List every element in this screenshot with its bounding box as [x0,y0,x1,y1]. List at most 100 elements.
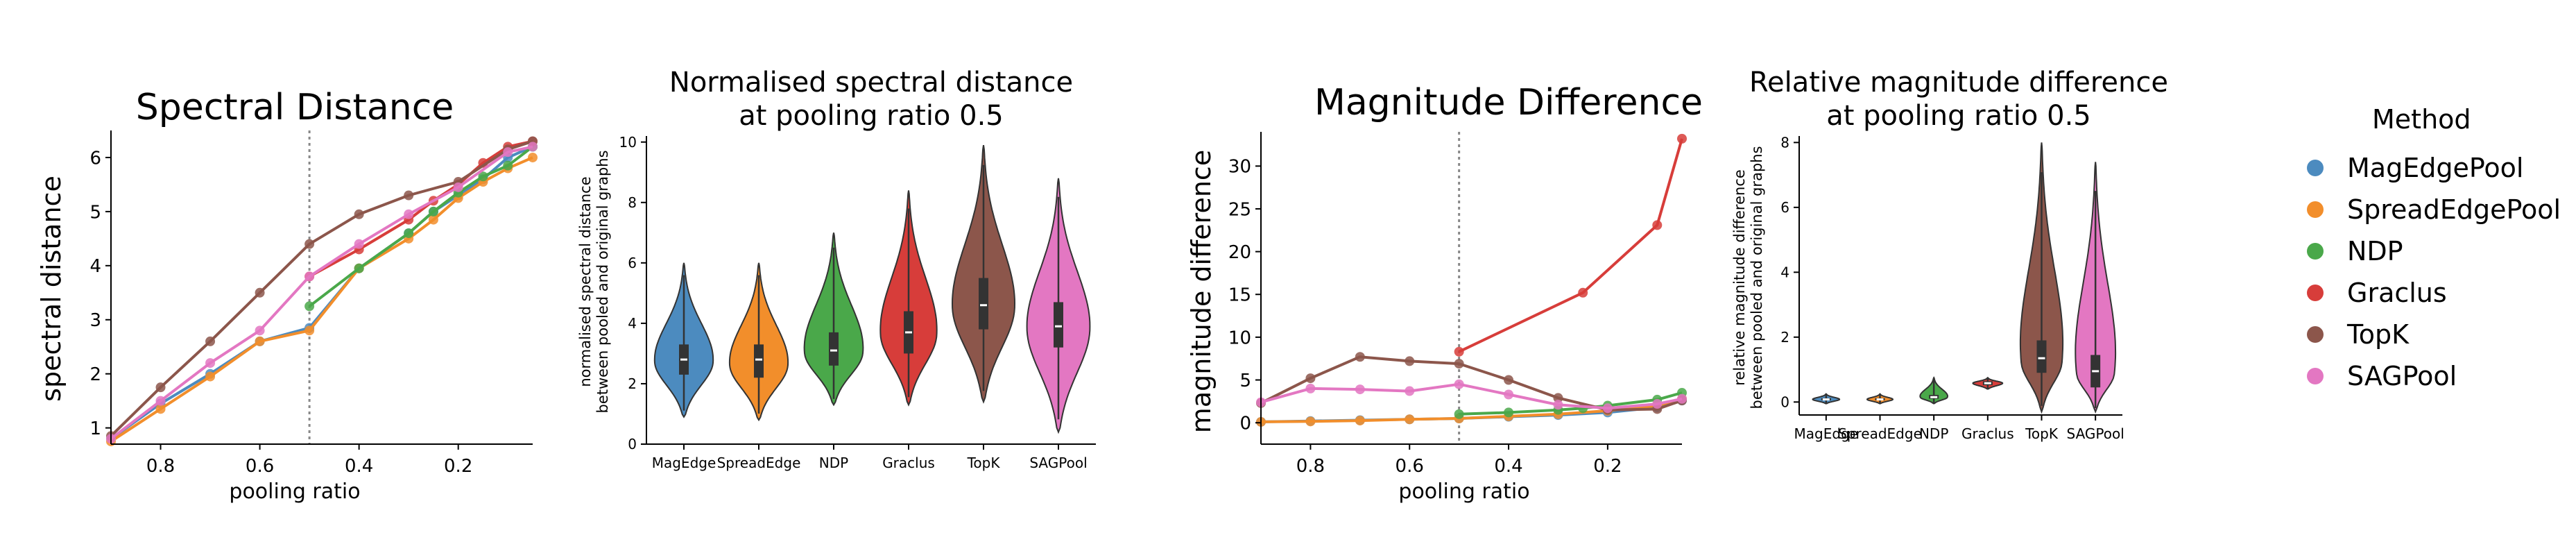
data-point-sagpool [528,142,538,152]
data-point-sagpool [205,358,216,368]
data-point-ndp [1504,407,1514,418]
data-point-sagpool [1305,383,1316,393]
data-point-spreadedgepool [1405,414,1415,425]
norm-title-line2: at pooling ratio 0.5 [739,100,1003,132]
legend-label: NDP [2347,236,2403,266]
x-tick-label-ndp: NDP [1919,425,1948,442]
spectral-distance-panel: Spectral Distance pooling ratio spectral… [36,87,538,504]
legend-item-ndp: NDP [2275,230,2566,272]
data-point-topk [304,239,315,249]
data-point-ndp [478,171,488,182]
series-line-topk [110,139,533,437]
data-point-sagpool [1504,389,1514,400]
data-point-sagpool [1405,386,1415,396]
legend-item-graclus: Graclus [2275,272,2566,314]
data-point-sagpool [453,182,463,192]
data-point-ndp [503,160,513,171]
x-tick-label-graclus: Graclus [882,455,935,471]
data-point-spreadedgepool [428,214,438,225]
data-point-graclus [1454,346,1464,357]
norm-ylabel-line2: between pooled and original graphs [594,150,611,413]
y-tick-label: 4 [1780,264,1789,281]
y-tick-label: 0 [1239,414,1251,434]
y-tick-label: 0 [628,436,637,452]
x-tick-label-sagpool: SAGPool [2067,425,2124,442]
legend-marker [2307,160,2324,176]
y-tick-label: 4 [89,256,101,277]
data-point-sagpool [1677,393,1687,404]
x-tick-label: 0.4 [1494,456,1522,477]
series-line-sagpool [110,145,533,440]
series-line-graclus [1458,138,1683,353]
data-point-ndp [354,263,364,273]
data-point-sagpool [304,271,315,282]
rel-title-line1: Relative magnitude difference [1749,67,2168,99]
iqr-box-topk [979,278,988,330]
data-point-topk [1454,359,1464,369]
y-tick-label: 30 [1228,157,1251,178]
legend-item-sagpool: SAGPool [2275,355,2566,397]
legend-item-topk: TopK [2275,314,2566,355]
legend-label: Graclus [2347,278,2447,308]
x-tick-label: 0.2 [1593,456,1622,477]
legend-marker [2307,243,2324,260]
series-line-topk [1260,355,1683,412]
magnitude-ylabel: magnitude difference [1186,150,1217,433]
data-point-spreadedgepool [304,325,315,336]
relative-magnitude-panel: Relative magnitude difference at pooling… [1731,67,2168,442]
y-tick-label: 2 [628,375,637,392]
y-tick-label: 6 [89,148,101,169]
iqr-box-spreadedge [754,344,764,378]
data-point-sagpool [503,147,513,158]
data-point-spreadedgepool [1305,416,1316,427]
data-point-topk [155,382,166,393]
iqr-box-topk [2036,340,2047,373]
y-tick-label: 6 [1780,199,1789,216]
y-tick-label: 1 [89,418,101,439]
y-tick-label: 6 [628,255,637,271]
legend-label: MagEdgePool [2347,153,2524,183]
y-tick-label: 10 [1228,328,1251,348]
series-line-spreadedgepool [110,156,533,443]
x-tick-label: 0.6 [1396,456,1424,477]
legend-label: TopK [2347,319,2410,350]
data-point-topk [354,209,364,219]
legend-marker [2307,326,2324,343]
spectral-ylabel: spectral distance [36,176,67,402]
normalised-spectral-panel: Normalised spectral distance at pooling … [577,67,1096,471]
y-tick-label: 15 [1228,285,1251,306]
rel-title-line2: at pooling ratio 0.5 [1826,100,2090,132]
x-tick-label-topk: TopK [967,455,1001,471]
data-point-sagpool [354,239,364,249]
y-tick-label: 8 [628,194,637,211]
legend-marker [2307,201,2324,218]
spectral-xlabel: pooling ratio [229,480,360,504]
rel-ylabel-line1: relative magnitude difference [1731,169,1748,386]
data-point-sagpool [1602,403,1613,414]
x-tick-label-sagpool: SAGPool [1029,455,1087,471]
x-tick-label: 0.8 [1296,456,1325,477]
legend-marker [2307,368,2324,384]
data-point-topk [1553,393,1563,403]
norm-title-line1: Normalised spectral distance [669,67,1073,99]
series-line-ndp [308,145,534,307]
data-point-ndp [304,301,315,312]
data-point-sagpool [1454,379,1464,389]
y-tick-label: 4 [628,315,637,332]
data-point-sagpool [404,209,414,219]
legend-item-magedgepool: MagEdgePool [2275,147,2566,189]
legend-title: Method [2372,104,2471,135]
legend-label: SAGPool [2347,361,2457,391]
x-tick-label: 0.2 [444,456,472,477]
data-point-spreadedgepool [155,404,166,414]
x-tick-label: 0.8 [146,456,175,477]
data-point-topk [205,336,216,346]
y-tick-label: 8 [1780,135,1789,151]
y-tick-label: 5 [89,202,101,223]
y-tick-label: 3 [89,310,101,331]
y-tick-label: 10 [619,134,637,151]
data-point-spreadedgepool [205,371,216,382]
data-point-ndp [1454,409,1464,419]
data-point-ndp [404,228,414,239]
